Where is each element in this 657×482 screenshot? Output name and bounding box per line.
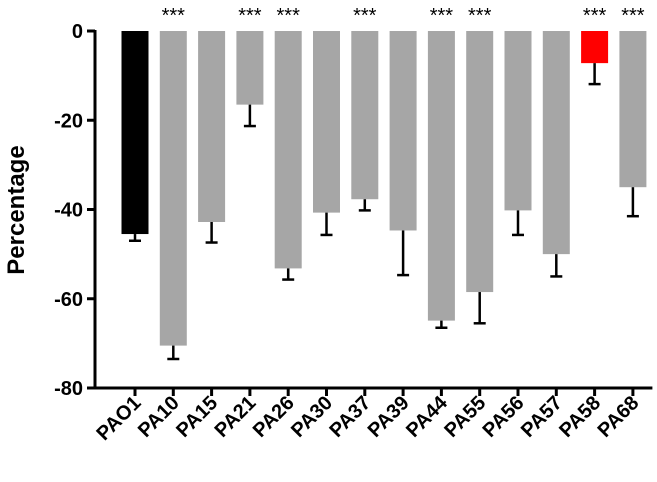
x-tick-label-pa44: PA44: [402, 391, 453, 442]
significance-pa55: ***: [468, 5, 492, 27]
error-bar-pao1: [129, 234, 141, 242]
error-bars: [129, 63, 639, 361]
error-bar-pa26: [282, 268, 295, 281]
y-tick-label: -60: [54, 289, 83, 311]
bar-pa44: [427, 31, 455, 321]
significance-pa21: ***: [238, 5, 262, 27]
significance-pa26: ***: [277, 5, 301, 27]
x-tick-label-pa68: PA68: [594, 392, 644, 442]
y-tick-label: -20: [54, 110, 83, 132]
y-axis-label: Percentage: [3, 145, 30, 274]
bar-pa21: [236, 31, 264, 105]
significance-pa44: ***: [430, 5, 454, 27]
error-bar-pa44: [435, 320, 448, 330]
error-bar-pa57: [550, 254, 563, 278]
bar-pa58: [581, 31, 609, 64]
bar-pao1: [121, 31, 149, 235]
y-tick-label: -40: [54, 200, 83, 222]
bar-pa10: [159, 31, 187, 346]
x-tick-label-pa58: PA58: [555, 392, 605, 442]
x-tick-label-pa56: PA56: [479, 392, 529, 442]
x-tick-label-pa39: PA39: [364, 392, 414, 442]
x-tick-label-pa57: PA57: [517, 392, 567, 442]
error-bar-pa58: [588, 63, 601, 86]
bar-pa37: [351, 31, 379, 200]
y-tick-label: -80: [54, 378, 83, 400]
bar-pa39: [389, 31, 417, 231]
x-tick-label-pa30: PA30: [287, 392, 337, 442]
bar-pa26: [274, 31, 302, 269]
x-tick-label-pa10: PA10: [134, 392, 184, 442]
bar-pa57: [542, 31, 570, 255]
error-bar-pa37: [358, 199, 371, 212]
bar-pa15: [198, 31, 226, 222]
bars: [121, 31, 647, 346]
error-bar-pa55: [473, 292, 486, 325]
y-axis: 0 -20 -40 -60 -80: [54, 21, 97, 400]
x-tick-label-pa26: PA26: [249, 392, 299, 442]
error-bar-pa68: [626, 187, 639, 218]
significance-pa10: ***: [162, 5, 186, 27]
error-bar-pa15: [205, 221, 218, 244]
error-bar-pa10: [167, 345, 180, 361]
bar-pa55: [466, 31, 494, 293]
bar-pa68: [619, 31, 647, 188]
x-tick-label-pa55: PA55: [440, 392, 490, 442]
x-axis: PAO1PA10PA15PA21PA26PA30PA37PA39PA44PA55…: [93, 386, 653, 445]
y-tick-label: 0: [72, 21, 83, 43]
x-tick-label-pa37: PA37: [325, 392, 375, 442]
x-tick-label-pao1: PAO1: [93, 392, 146, 445]
significance-pa37: ***: [353, 5, 377, 27]
significance-pa68: ***: [621, 5, 645, 27]
x-tick-label-pa15: PA15: [172, 392, 222, 442]
significance-markers: *** *** *** *** *** *** *** ***: [162, 5, 645, 27]
bar-pa30: [313, 31, 340, 213]
error-bar-pa21: [243, 104, 256, 128]
x-tick-label-pa21: PA21: [211, 392, 261, 442]
error-bar-pa30: [320, 212, 333, 237]
error-bar-pa39: [397, 230, 410, 277]
bar-pa56: [504, 31, 532, 211]
error-bar-pa56: [512, 210, 524, 237]
significance-pa58: ***: [583, 5, 607, 27]
